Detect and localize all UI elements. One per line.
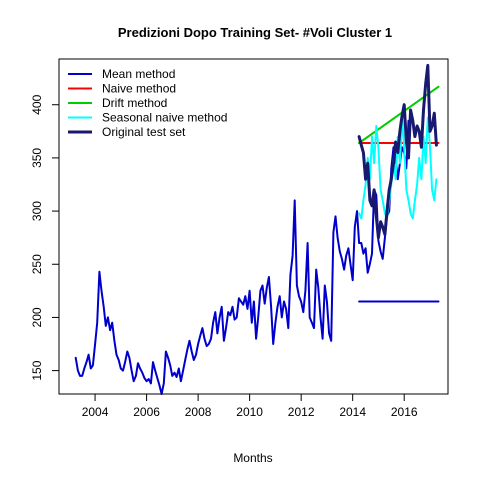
y-tick-label: 300 [30,201,44,221]
x-tick-label: 2008 [185,405,212,419]
chart-title: Predizioni Dopo Training Set- #Voli Clus… [118,25,392,40]
y-tick-label: 200 [30,307,44,327]
x-tick-label: 2010 [236,405,263,419]
x-tick-label: 2014 [339,405,366,419]
legend-item-naive-method: Naive method [68,82,176,96]
x-tick-label: 2012 [288,405,315,419]
x-tick-label: 2004 [82,405,109,419]
legend-item-drift-method: Drift method [68,96,167,110]
y-tick-label: 250 [30,254,44,274]
x-axis: 2004 2006 2008 2010 2012 2014 2016 [82,393,418,419]
series-training-line [74,119,410,395]
legend-label: Mean method [102,67,175,81]
legend-item-seasonal-naive-method: Seasonal naive method [68,111,227,125]
y-tick-label: 150 [30,360,44,380]
series-layer [74,63,440,395]
legend-label: Naive method [102,82,176,96]
y-tick-label: 350 [30,148,44,168]
x-tick-label: 2016 [391,405,418,419]
legend-item-original-test-set: Original test set [68,125,186,139]
legend-label: Seasonal naive method [102,111,227,125]
legend-item-mean-method: Mean method [68,67,175,81]
x-tick-label: 2006 [133,405,160,419]
y-axis: 150 200 250 300 350 400 [30,94,60,381]
x-axis-label: Months [233,451,272,465]
y-tick-label: 400 [30,94,44,114]
legend-label: Original test set [102,125,186,139]
legend-label: Drift method [102,96,167,110]
series-original-line [357,63,438,240]
